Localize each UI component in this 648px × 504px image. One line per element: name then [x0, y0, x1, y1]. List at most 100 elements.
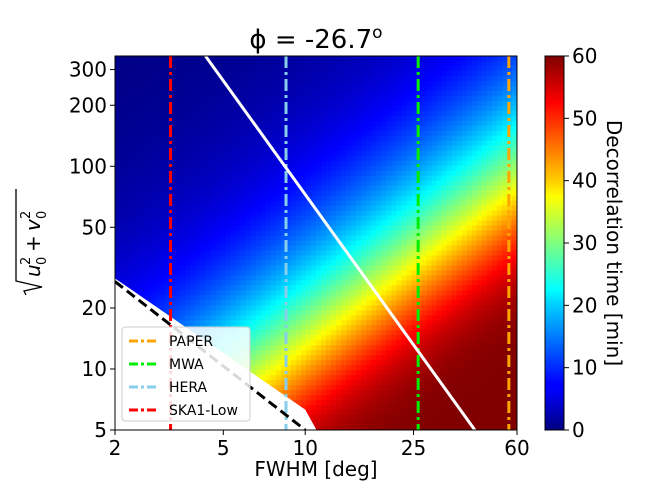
heatmap-cell — [310, 320, 317, 326]
heatmap-cell — [376, 75, 382, 82]
heatmap-cell — [331, 395, 337, 401]
heatmap-cell — [270, 70, 277, 77]
heatmap-cell — [366, 190, 372, 197]
heatmap-cell — [441, 150, 448, 157]
heatmap-cell — [326, 315, 332, 321]
heatmap-cell — [441, 310, 448, 316]
heatmap-cell — [225, 110, 232, 117]
heatmap-cell — [446, 110, 453, 117]
heatmap-cell — [295, 225, 302, 232]
heatmap-cell — [240, 280, 247, 286]
heatmap-cell — [265, 260, 272, 267]
heatmap-cell — [391, 95, 398, 102]
heatmap-cell — [396, 80, 403, 87]
heatmap-cell — [150, 200, 156, 207]
heatmap-cell — [321, 385, 327, 391]
heatmap-cell — [386, 135, 392, 142]
heatmap-cell — [391, 190, 398, 197]
heatmap-cell — [305, 80, 312, 87]
heatmap-cell — [150, 290, 156, 296]
heatmap-cell — [361, 375, 367, 381]
heatmap-cell — [386, 345, 392, 351]
heatmap-cell — [245, 290, 252, 296]
heatmap-cell — [401, 210, 408, 217]
heatmap-cell — [421, 340, 428, 346]
heatmap-cell — [255, 295, 262, 301]
heatmap-cell — [255, 195, 262, 202]
heatmap-cell — [275, 365, 282, 371]
heatmap-cell — [130, 255, 136, 262]
heatmap-cell — [341, 60, 347, 67]
heatmap-cell — [295, 140, 302, 147]
heatmap-cell — [436, 140, 443, 147]
heatmap-cell — [361, 290, 367, 296]
heatmap-cell — [305, 400, 312, 406]
heatmap-cell — [240, 100, 247, 107]
heatmap-cell — [180, 195, 186, 202]
heatmap-cell — [411, 110, 418, 117]
heatmap-cell — [406, 95, 413, 102]
heatmap-cell — [396, 415, 403, 421]
heatmap-cell — [160, 56, 166, 62]
heatmap-cell — [280, 205, 287, 212]
heatmap-cell — [255, 250, 262, 257]
heatmap-cell — [160, 140, 166, 147]
heatmap-cell — [230, 190, 237, 197]
heatmap-cell — [356, 195, 362, 202]
heatmap-cell — [260, 165, 267, 172]
heatmap-cell — [280, 230, 287, 237]
heatmap-cell — [341, 185, 347, 192]
heatmap-cell — [381, 380, 387, 386]
heatmap-cell — [305, 365, 312, 371]
heatmap-cell — [366, 205, 372, 212]
heatmap-cell — [220, 315, 227, 321]
heatmap-cell — [381, 370, 387, 376]
heatmap-cell — [280, 285, 287, 291]
heatmap-cell — [265, 210, 272, 217]
heatmap-cell — [190, 310, 197, 316]
heatmap-cell — [150, 170, 156, 177]
heatmap-cell — [386, 240, 392, 247]
heatmap-cell — [170, 85, 176, 92]
heatmap-cell — [401, 280, 408, 286]
heatmap-cell — [130, 140, 136, 147]
heatmap-cell — [366, 85, 372, 92]
heatmap-cell — [441, 275, 448, 281]
heatmap-cell — [421, 280, 428, 286]
heatmap-cell — [356, 110, 362, 117]
heatmap-cell — [436, 100, 443, 107]
heatmap-cell — [285, 270, 292, 277]
heatmap-cell — [401, 385, 408, 391]
heatmap-cell — [310, 170, 317, 177]
heatmap-cell — [416, 90, 423, 97]
heatmap-cell — [300, 295, 307, 301]
heatmap-cell — [406, 80, 413, 87]
heatmap-cell — [321, 195, 327, 202]
heatmap-cell — [416, 280, 423, 286]
heatmap-cell — [305, 200, 312, 207]
heatmap-cell — [336, 250, 342, 257]
heatmap-cell — [371, 75, 377, 82]
heatmap-cell — [225, 130, 232, 137]
heatmap-cell — [220, 205, 227, 212]
heatmap-cell — [225, 170, 232, 177]
heatmap-cell — [230, 320, 237, 326]
heatmap-cell — [215, 215, 222, 222]
heatmap-cell — [240, 90, 247, 97]
heatmap-cell — [351, 180, 357, 187]
heatmap-cell — [326, 370, 332, 376]
heatmap-cell — [421, 320, 428, 326]
heatmap-cell — [391, 130, 398, 137]
heatmap-cell — [210, 210, 217, 217]
heatmap-cell — [285, 135, 292, 142]
heatmap-cell — [331, 290, 337, 296]
heatmap-cell — [275, 180, 282, 187]
heatmap-cell — [170, 230, 176, 237]
heatmap-cell — [250, 295, 257, 301]
heatmap-cell — [310, 360, 317, 366]
heatmap-cell — [411, 325, 418, 331]
heatmap-cell — [426, 385, 433, 391]
heatmap-cell — [170, 265, 176, 272]
heatmap-cell — [310, 365, 317, 371]
heatmap-cell — [245, 280, 252, 286]
